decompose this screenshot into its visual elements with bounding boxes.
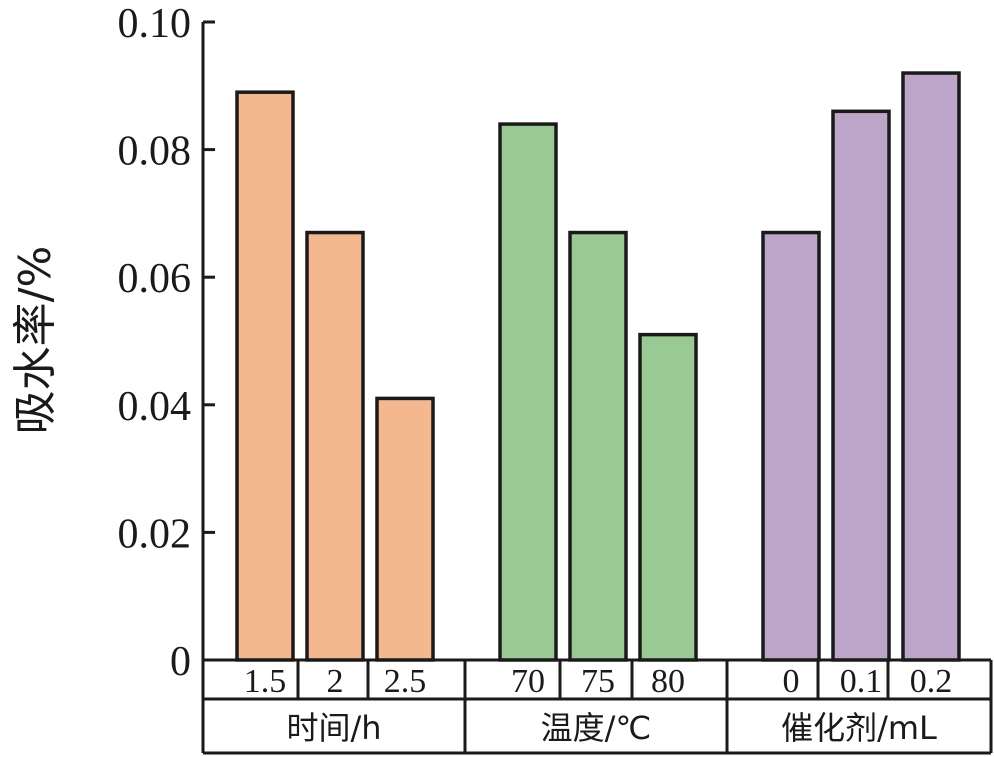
y-tick-label: 0	[170, 639, 191, 685]
category-label: 0.1	[840, 663, 883, 700]
bars-layer	[235, 71, 961, 662]
group-label: 催化剂/mL	[781, 709, 937, 747]
y-tick-label: 0.08	[118, 129, 192, 175]
bar-1-1	[568, 230, 628, 662]
y-axis-title: 吸水率/%	[10, 246, 61, 435]
category-label: 2.5	[384, 663, 427, 700]
category-label: 2	[327, 663, 344, 700]
bar-0-0	[235, 90, 295, 662]
category-label: 80	[651, 663, 685, 700]
y-tick-label: 0.02	[118, 511, 192, 557]
category-label: 0	[783, 663, 800, 700]
category-label: 1.5	[244, 663, 287, 700]
y-axis: 0 0.02 0.04 0.06 0.08 0.10	[118, 1, 215, 685]
bar-1-2	[638, 332, 698, 662]
category-label: 0.2	[910, 663, 953, 700]
group-label: 时间/h	[286, 709, 381, 747]
bar-2-0	[761, 230, 821, 662]
y-tick-label: 0.10	[118, 1, 192, 47]
category-table: 1.5 2 2.5 70 75 80 0 0.1 0.2 时间/h 温度/℃ 催化剂/mL	[201, 658, 993, 755]
category-label: 75	[581, 663, 615, 700]
bar-1-0	[498, 122, 558, 662]
bar-0-1	[305, 230, 365, 662]
bar-0-2	[375, 396, 435, 662]
y-tick-label: 0.06	[118, 256, 192, 302]
category-label: 70	[511, 663, 545, 700]
bar-2-1	[831, 109, 891, 662]
y-tick-label: 0.04	[118, 384, 192, 430]
group-label: 温度/℃	[541, 709, 652, 747]
bar-2-2	[901, 71, 961, 662]
